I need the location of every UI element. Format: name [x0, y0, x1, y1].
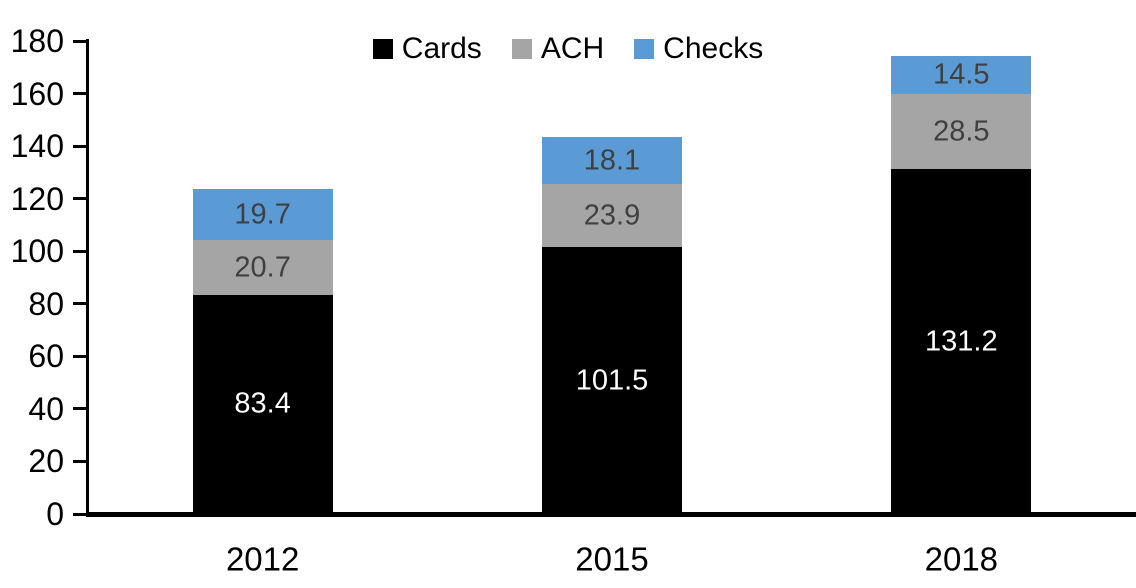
legend-marker-cards-icon — [372, 39, 393, 59]
y-tick-mark — [73, 459, 88, 463]
bar-segment-label: 20.7 — [234, 251, 291, 284]
x-axis-label: 2018 — [924, 540, 999, 578]
bar-segment-cards — [542, 247, 682, 514]
y-tick-label: 0 — [46, 496, 64, 532]
bar-segment-label: 19.7 — [234, 198, 291, 231]
bar-segment-label: 83.4 — [234, 387, 291, 420]
y-tick-label: 180 — [10, 23, 64, 59]
y-tick-mark — [73, 407, 88, 411]
y-tick-label: 20 — [28, 443, 64, 480]
bar-segment-checks — [891, 56, 1032, 95]
y-tick-label: 80 — [28, 285, 64, 322]
legend-label: Cards — [401, 32, 482, 65]
legend: Cards ACH Checks — [0, 34, 1136, 64]
bar-segment-cards — [891, 169, 1032, 514]
y-tick-mark — [73, 249, 88, 253]
bar-segment-label: 101.5 — [575, 364, 649, 397]
y-tick-label: 120 — [10, 180, 64, 217]
y-tick-mark — [73, 354, 88, 358]
bar-segment-ach — [542, 184, 682, 248]
y-tick-label: 160 — [10, 75, 64, 112]
y-tick-label: 100 — [10, 233, 64, 270]
y-tick-label: 40 — [28, 390, 64, 427]
bar-segment-checks — [542, 136, 682, 185]
y-tick-mark — [73, 92, 88, 96]
legend-item-cards: Cards — [372, 32, 482, 65]
legend-item-checks: Checks — [634, 34, 763, 64]
legend-item-ach: ACH — [511, 32, 605, 65]
x-axis-label: 2015 — [575, 540, 649, 578]
y-tick-mark — [73, 39, 88, 43]
bar-segment-ach — [891, 94, 1032, 170]
y-tick-label: 140 — [10, 128, 64, 165]
y-tick-mark — [73, 144, 88, 148]
legend-label: Checks — [663, 32, 764, 65]
bar-segment-ach — [192, 240, 333, 295]
legend-marker-checks-icon — [634, 39, 655, 59]
y-tick-mark — [73, 302, 88, 306]
bar-segment-label: 28.5 — [933, 115, 990, 148]
bar-segment-label: 23.9 — [583, 199, 641, 232]
bar-segment-checks — [192, 188, 333, 241]
y-tick-mark — [73, 197, 88, 201]
legend-label: ACH — [540, 32, 605, 65]
y-tick-mark — [73, 512, 88, 516]
x-axis-label: 2012 — [225, 540, 300, 578]
legend-marker-ach-icon — [511, 39, 532, 59]
x-axis-line — [86, 512, 1136, 517]
bar-segment-label: 131.2 — [925, 325, 998, 358]
bar-segment-label: 14.5 — [933, 58, 990, 91]
y-tick-label: 60 — [28, 338, 64, 375]
y-axis-line — [86, 39, 89, 517]
bar-segment-cards — [192, 294, 333, 514]
bar-segment-label: 18.1 — [583, 144, 641, 177]
